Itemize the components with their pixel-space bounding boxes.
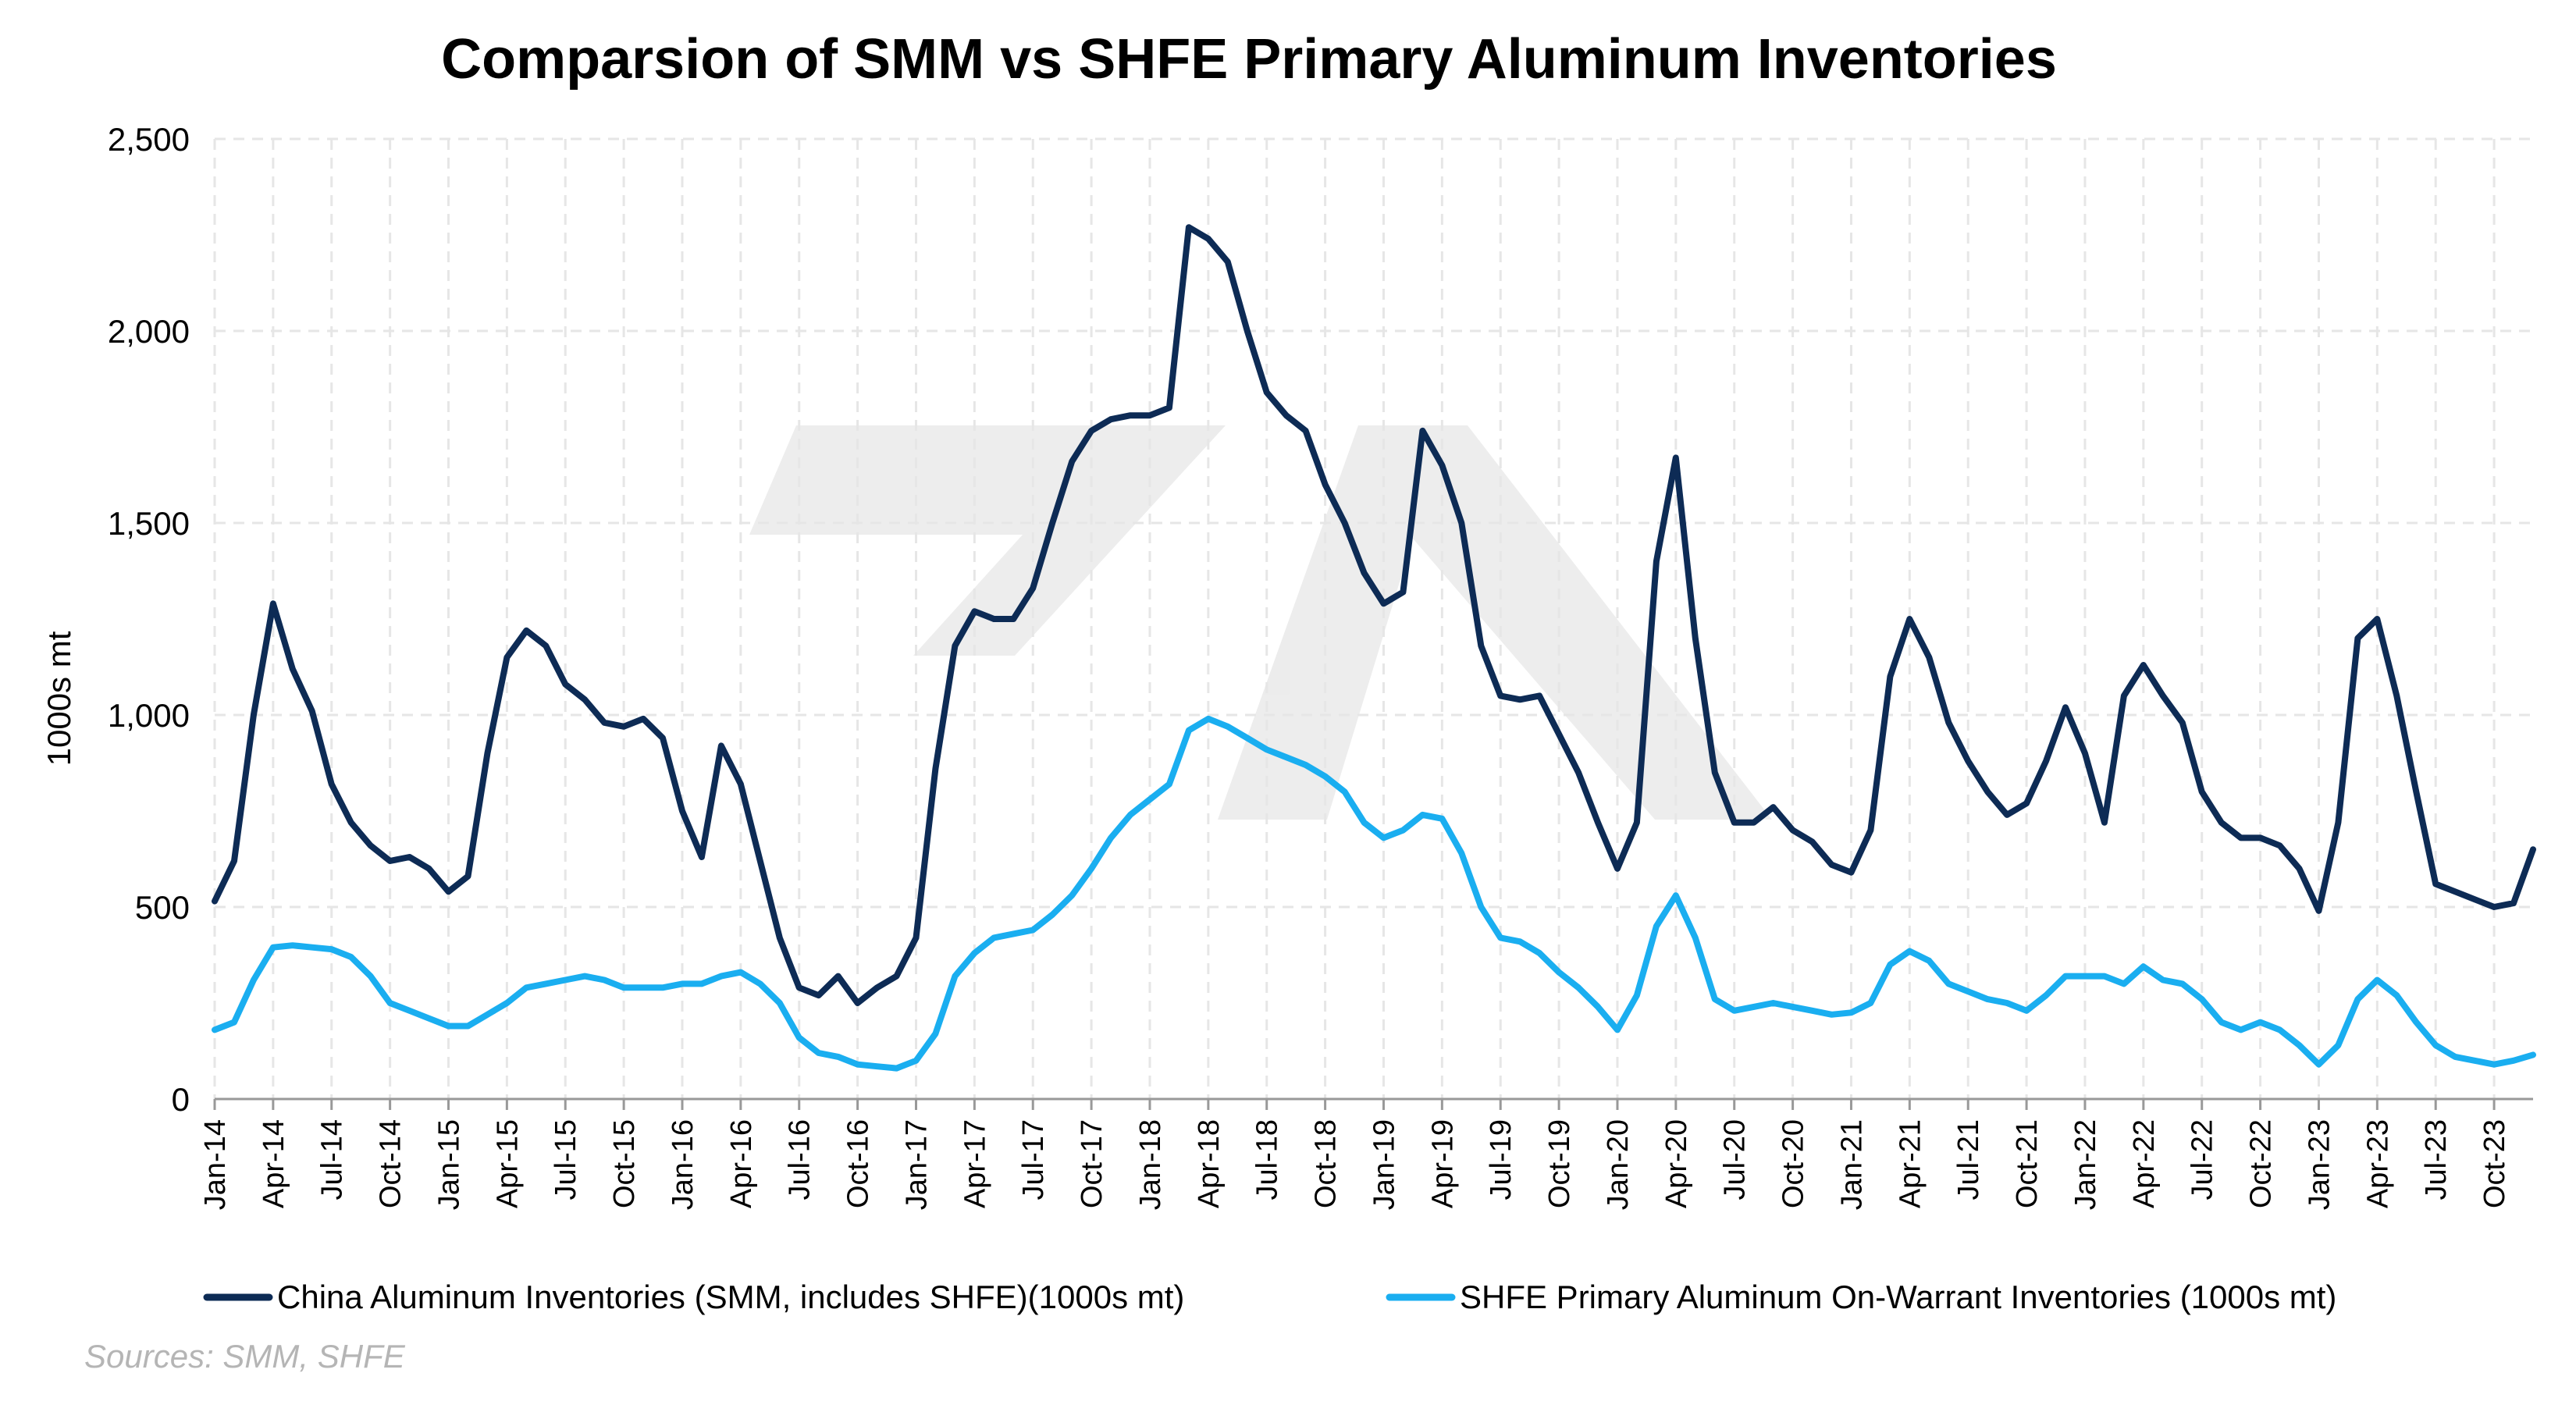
- x-tick-label: Jan-21: [1835, 1119, 1868, 1210]
- x-tick-label: Jan-17: [900, 1119, 933, 1210]
- x-axis-ticks: Jan-14 Apr-14 Jul-14 Oct-14 Jan-15 Apr-15 Jul-…: [199, 1099, 2511, 1210]
- x-tick-label: Oct-19: [1543, 1119, 1576, 1208]
- x-tick-label: Jan-23: [2303, 1119, 2336, 1210]
- x-tick-label: Oct-16: [842, 1119, 875, 1208]
- x-tick-label: Oct-23: [2478, 1119, 2511, 1208]
- legend: China Aluminum Inventories (SMM, include…: [203, 1279, 2336, 1315]
- series-line-shfe-warrant: [212, 715, 2536, 1072]
- x-tick-label: Apr-16: [725, 1119, 758, 1208]
- x-tick-label: Jan-15: [432, 1119, 465, 1210]
- x-tick-label: Jul-18: [1251, 1119, 1284, 1200]
- series-lines: [212, 224, 2536, 1072]
- x-tick-label: Apr-23: [2361, 1119, 2394, 1208]
- x-tick-label: Apr-18: [1193, 1119, 1226, 1208]
- x-tick-label: Jul-19: [1485, 1119, 1517, 1200]
- y-tick-label: 2,500: [108, 121, 190, 158]
- x-tick-label: Apr-14: [258, 1119, 290, 1208]
- x-tick-label: Jan-20: [1602, 1119, 1635, 1210]
- x-tick-label: Apr-20: [1660, 1119, 1693, 1208]
- y-tick-label: 1,000: [108, 697, 190, 734]
- y-axis-label: 1000s mt: [41, 631, 77, 766]
- x-tick-label: Oct-17: [1076, 1119, 1108, 1208]
- x-tick-label: Apr-15: [491, 1119, 524, 1208]
- x-tick-label: Apr-17: [959, 1119, 991, 1208]
- y-tick-label: 1,500: [108, 505, 190, 542]
- series-line-china-aluminum: [212, 224, 2536, 1006]
- y-tick-label: 500: [135, 889, 190, 926]
- x-tick-label: Jul-16: [784, 1119, 817, 1200]
- x-tick-label: Jul-23: [2420, 1119, 2453, 1200]
- x-tick-label: Jul-17: [1017, 1119, 1050, 1200]
- x-tick-label: Oct-20: [1777, 1119, 1810, 1208]
- x-tick-label: Jan-22: [2069, 1119, 2102, 1210]
- x-tick-label: Oct-14: [375, 1119, 407, 1208]
- source-note: Sources: SMM, SHFE: [84, 1338, 406, 1375]
- watermark-logo-left-shape: [749, 425, 1226, 656]
- x-tick-label: Jul-21: [1952, 1119, 1985, 1200]
- legend-label-china-aluminum: China Aluminum Inventories (SMM, include…: [277, 1279, 1184, 1315]
- x-tick-label: Jan-16: [667, 1119, 699, 1210]
- y-tick-label: 2,000: [108, 313, 190, 350]
- x-tick-label: Jul-14: [316, 1119, 349, 1200]
- y-axis-ticks: 0 500 1,000 1,500 2,000 2,500: [108, 121, 190, 1118]
- gridlines: [213, 137, 2533, 1101]
- x-tick-label: Oct-21: [2011, 1119, 2044, 1208]
- legend-label-shfe-warrant: SHFE Primary Aluminum On-Warrant Invento…: [1460, 1279, 2336, 1315]
- x-tick-label: Jul-20: [1719, 1119, 1752, 1200]
- x-tick-label: Jan-19: [1368, 1119, 1400, 1210]
- watermark-logo: [749, 425, 1772, 820]
- x-tick-label: Apr-22: [2128, 1119, 2161, 1208]
- x-tick-label: Oct-22: [2245, 1119, 2278, 1208]
- x-tick-label: Jan-18: [1134, 1119, 1167, 1210]
- x-tick-label: Apr-21: [1894, 1119, 1927, 1208]
- x-tick-label: Apr-19: [1426, 1119, 1459, 1208]
- x-tick-label: Oct-15: [608, 1119, 641, 1208]
- y-tick-label: 0: [172, 1081, 190, 1118]
- chart-title: Comparsion of SMM vs SHFE Primary Alumin…: [441, 28, 2057, 91]
- x-tick-label: Jul-15: [550, 1119, 582, 1200]
- x-tick-label: Jul-22: [2186, 1119, 2219, 1200]
- x-tick-label: Oct-18: [1310, 1119, 1343, 1208]
- watermark-logo-right-shape: [1218, 425, 1772, 820]
- x-tick-label: Jan-14: [199, 1119, 232, 1210]
